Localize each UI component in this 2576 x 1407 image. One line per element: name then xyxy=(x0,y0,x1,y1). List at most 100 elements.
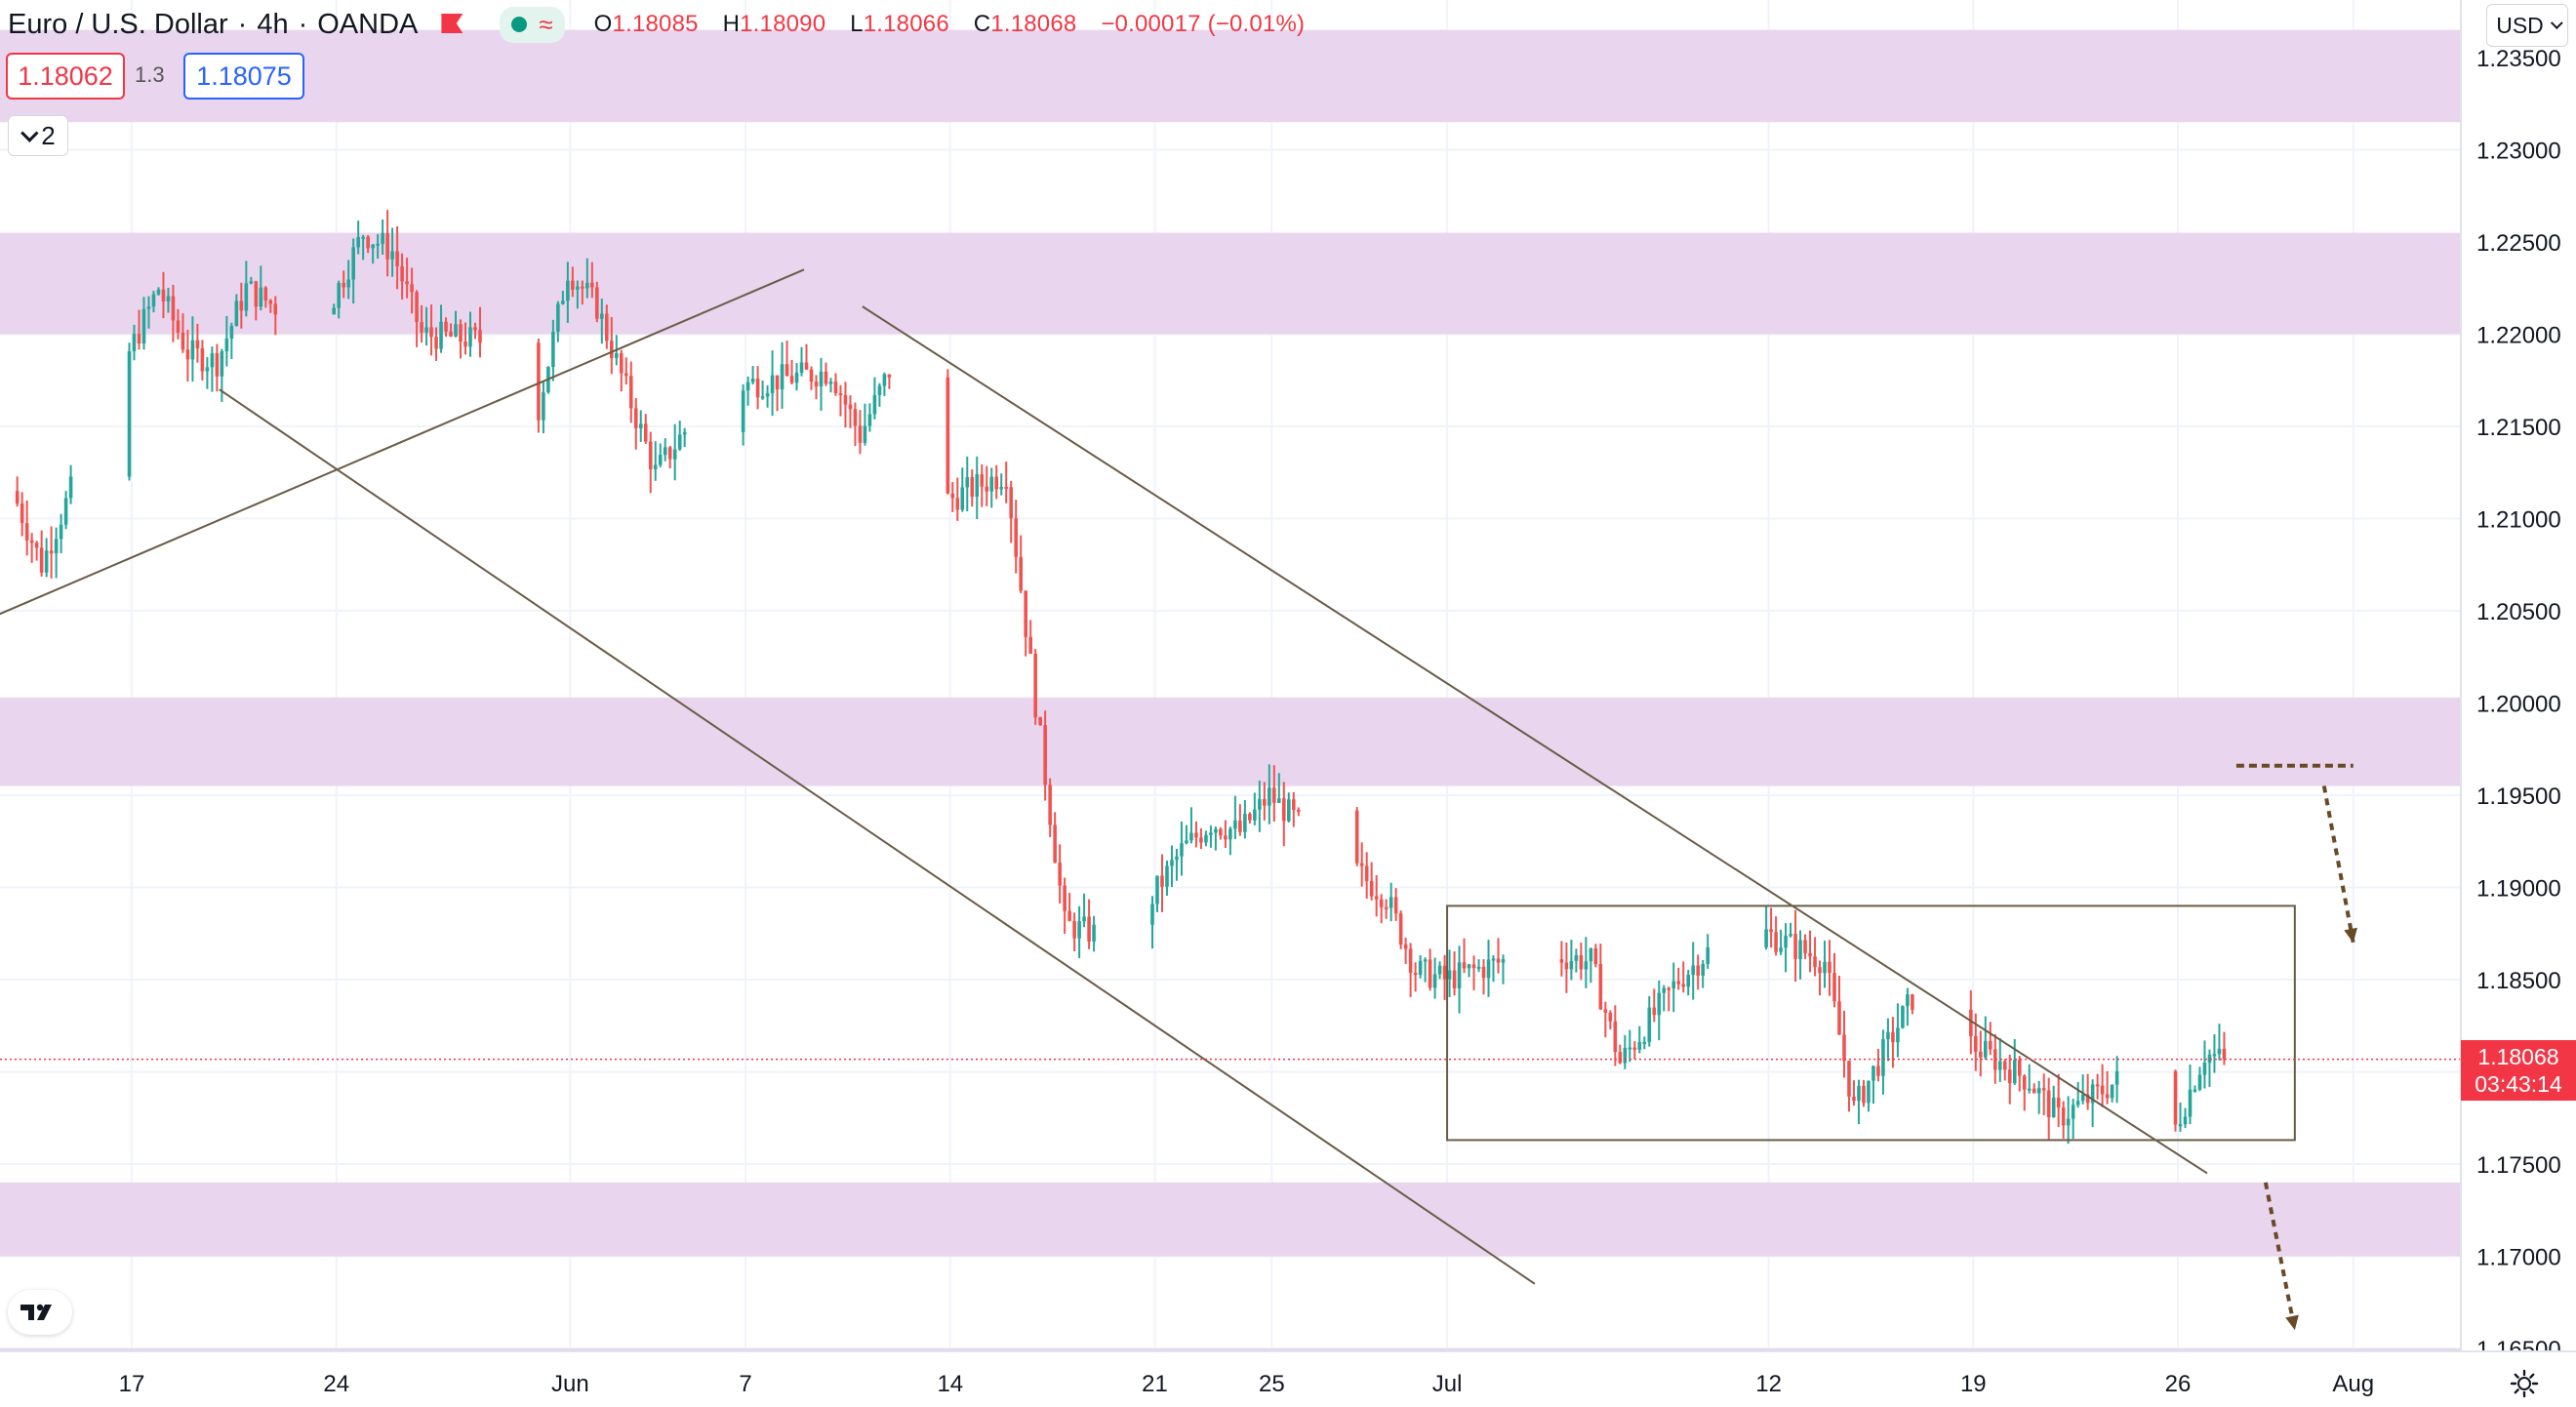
settings-gear-icon[interactable] xyxy=(2510,1369,2539,1398)
candle-body xyxy=(49,550,54,554)
candle-body xyxy=(1268,787,1271,806)
candle-body xyxy=(1647,1007,1652,1042)
trendline[interactable] xyxy=(219,388,1536,1285)
candle-body xyxy=(2017,1060,2022,1076)
candle-body xyxy=(137,334,141,344)
candle-body xyxy=(361,236,365,239)
candle-body xyxy=(882,374,887,386)
candle-body xyxy=(405,281,409,285)
candle-body xyxy=(1486,959,1491,979)
candle-body xyxy=(1691,965,1696,976)
candle-body xyxy=(195,340,200,349)
candle-body xyxy=(268,301,273,304)
candle-body xyxy=(1452,970,1457,989)
candle-body xyxy=(385,232,389,260)
candle-body xyxy=(2183,1116,2188,1125)
symbol-title[interactable]: Euro / U.S. Dollar xyxy=(8,8,228,40)
candle-body xyxy=(1287,799,1291,822)
sell-button[interactable]: 1.18062 xyxy=(6,53,125,100)
time-axis[interactable]: 17 24 Jun 7 14 21 25 Jul 12 19 26 Aug xyxy=(0,1350,2576,1407)
range-box[interactable] xyxy=(1446,904,2296,1142)
candle-body xyxy=(1374,896,1379,900)
candle-body xyxy=(1038,717,1042,726)
zone-band xyxy=(0,697,2461,786)
candle-body xyxy=(473,327,477,331)
indicators-toggle-button[interactable]: 2 xyxy=(8,115,68,156)
candle-body xyxy=(1676,981,1681,985)
trendline[interactable] xyxy=(0,268,805,620)
dashed-arrow[interactable] xyxy=(2321,785,2355,944)
candle-body xyxy=(1623,1047,1628,1064)
low-value: 1.18066 xyxy=(863,11,949,37)
candle-body xyxy=(863,425,867,443)
candle-body xyxy=(2002,1061,2007,1070)
candle-body xyxy=(1808,952,1812,957)
candle-body xyxy=(434,337,438,349)
price-tick-label: 1.19500 xyxy=(2476,784,2561,810)
candle-body xyxy=(1701,963,1705,976)
buy-button[interactable]: 1.18075 xyxy=(183,53,304,100)
close-label: C xyxy=(973,11,991,37)
candle-body xyxy=(1160,875,1164,887)
candle-body xyxy=(2066,1118,2071,1126)
candle-body xyxy=(1067,910,1071,921)
candle-body xyxy=(1983,1040,1988,1058)
drawings[interactable] xyxy=(0,268,2461,1331)
candle-body xyxy=(1593,948,1598,965)
trendline[interactable] xyxy=(862,305,2208,1175)
candle-body xyxy=(44,550,49,573)
candle-body xyxy=(2110,1084,2114,1099)
candle-body xyxy=(1774,932,1778,952)
candle-body xyxy=(390,251,394,260)
price-axis[interactable]: 1.23500 1.23000 1.22500 1.22000 1.21500 1.210… xyxy=(2460,0,2576,1407)
candle-body xyxy=(1706,946,1710,964)
candle-body xyxy=(765,392,770,397)
time-tick-label: Jul xyxy=(1432,1371,1463,1397)
candle-body xyxy=(2085,1094,2090,1104)
low-label: L xyxy=(850,11,864,37)
candle-body xyxy=(1024,590,1027,637)
candle-body xyxy=(1432,974,1437,988)
candle-body xyxy=(263,287,268,302)
candle-body xyxy=(1428,959,1432,988)
candle-body xyxy=(955,498,960,510)
candle-body xyxy=(1379,899,1384,907)
candle-body xyxy=(1219,828,1223,836)
candle-body xyxy=(141,308,146,344)
chevron-down-icon xyxy=(20,123,39,142)
interval-label[interactable]: 4h xyxy=(257,8,289,40)
market-status-pill[interactable]: ≈ xyxy=(500,6,565,43)
candle-body xyxy=(658,455,663,465)
tradingview-logo[interactable] xyxy=(8,1290,72,1335)
time-axis-background xyxy=(0,1351,2576,1407)
price-tick-label: 1.23500 xyxy=(2476,46,2561,72)
candle-body xyxy=(1199,837,1203,843)
candle-body xyxy=(1291,799,1296,810)
candle-body xyxy=(2095,1084,2100,1087)
candle-body xyxy=(682,431,687,435)
currency-button[interactable]: USD xyxy=(2486,4,2568,47)
candle-body xyxy=(1686,975,1691,987)
candle-body xyxy=(468,327,472,347)
candle-body xyxy=(1180,843,1184,857)
flag-icon[interactable] xyxy=(441,14,464,35)
candle-body xyxy=(2217,1048,2222,1055)
candle-body xyxy=(985,486,989,492)
candle-body xyxy=(980,474,985,487)
candle-body xyxy=(1437,965,1442,975)
candle-body xyxy=(190,340,195,360)
candle-body xyxy=(1872,1065,1875,1081)
candle-body xyxy=(595,287,599,319)
candle-body xyxy=(667,447,672,460)
candle-body xyxy=(2090,1084,2095,1104)
candle-body xyxy=(571,280,575,290)
grid xyxy=(0,0,2461,1351)
candle-body xyxy=(1462,962,1467,969)
candle-body xyxy=(1457,962,1462,989)
candle-body xyxy=(234,301,239,326)
candle-body xyxy=(804,362,809,370)
candle-body xyxy=(1185,840,1188,844)
candle-body xyxy=(1082,916,1086,922)
price-tick-label: 1.17500 xyxy=(2476,1152,2561,1179)
